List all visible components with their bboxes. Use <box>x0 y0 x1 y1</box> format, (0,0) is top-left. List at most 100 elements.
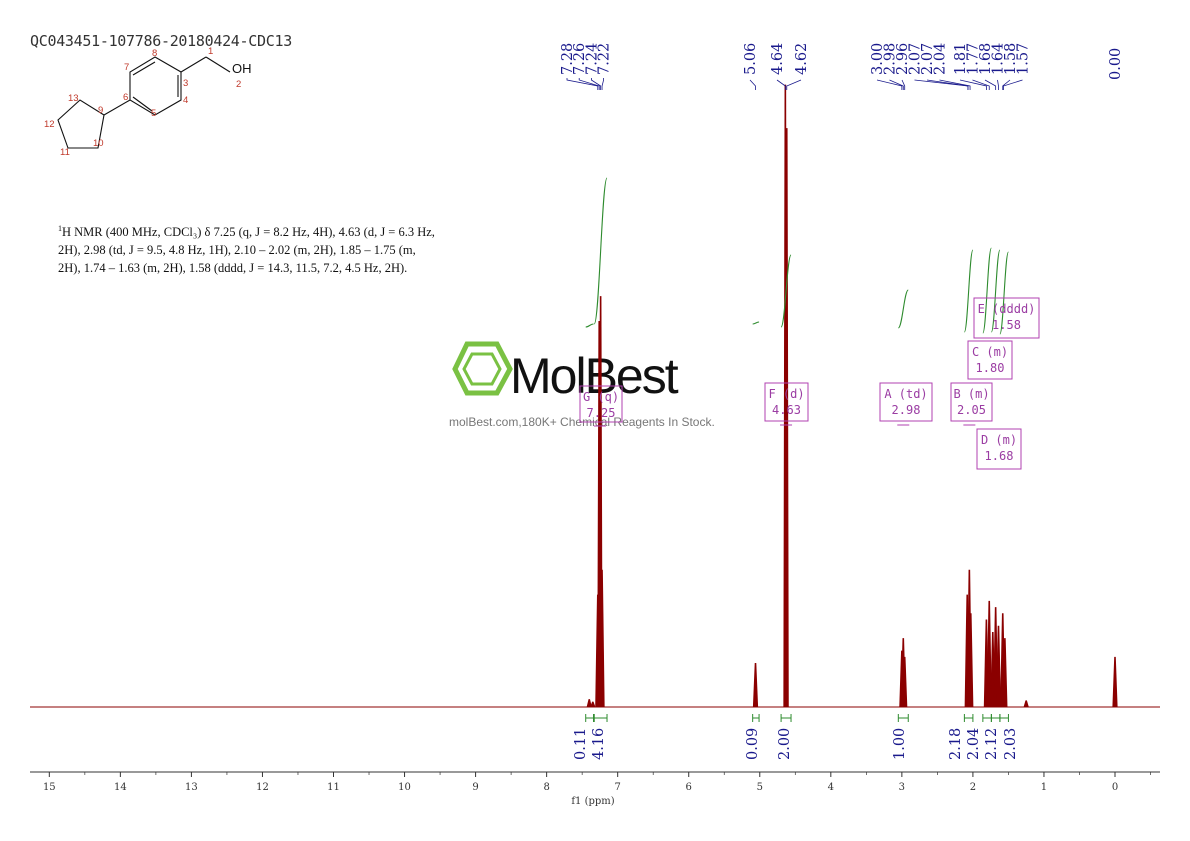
spectrum-peak-14 <box>968 613 974 708</box>
peak-label-aliphatic-leader-0 <box>876 79 903 90</box>
multiplet-box-1 <box>764 382 809 422</box>
atom-label-5: 5 <box>151 108 156 119</box>
peak-label-aliphatic-leader-2 <box>901 79 906 90</box>
peak-label-aliphatic-leader-8 <box>984 79 997 90</box>
atom-label-7: 7 <box>124 62 129 73</box>
x-tick-label-2: 2 <box>970 782 976 793</box>
x-tick-label-3: 3 <box>899 782 905 793</box>
integral-value-3: 2.00 <box>777 728 793 760</box>
integral-curve-5 <box>963 249 974 333</box>
atom-label-9: 9 <box>98 105 103 116</box>
multiplet-box-6 <box>976 428 1022 470</box>
integral-curve-0 <box>585 323 594 328</box>
atom-label-10: 10 <box>93 138 104 149</box>
peak-label-aliphatic-9: 1.64 <box>991 43 1007 75</box>
x-tick-label-4: 4 <box>828 782 834 793</box>
multiplet-shift-6: 1.68 <box>985 449 1014 463</box>
x-tick-label-6: 6 <box>686 782 692 793</box>
cyclopentane-ring <box>57 99 105 149</box>
peak-label-aliphatic-leader-10 <box>1002 79 1011 90</box>
peak-label-aliphatic-leader-4 <box>926 79 969 90</box>
integral-value-4: 1.00 <box>892 728 908 760</box>
atom-label-8: 8 <box>152 48 157 59</box>
oh-bond <box>205 56 231 73</box>
molbest-watermark: MolBest molBest.com,180K+ Chemical Reage… <box>449 341 715 429</box>
x-tick-label-7: 7 <box>614 782 620 793</box>
peak-label-aromatic-1: 7.26 <box>572 43 588 75</box>
spectrum-peak-4 <box>586 699 592 708</box>
integral-curve-4 <box>897 289 909 329</box>
multiplet-box-5 <box>967 340 1013 380</box>
multiplet-shift-1: 4.63 <box>772 403 801 417</box>
multiplet-box-3 <box>950 382 993 422</box>
integral-value-1: 4.16 <box>591 728 607 760</box>
multiplet-shift-0: 7.25 <box>587 406 616 420</box>
x-tick-label-5: 5 <box>757 782 763 793</box>
atom-labels: 1 OH 2 3 4 5 6 7 8 9 10 11 12 13 <box>44 46 252 158</box>
spectrum-peak-6 <box>752 663 759 708</box>
x-tick-label-9: 9 <box>472 782 478 793</box>
peak-label-aliphatic-1: 2.98 <box>883 43 899 75</box>
peak-label-aromatic-leader-3 <box>601 78 604 90</box>
multiplet-label-2: A (td) <box>884 387 927 401</box>
spectrum-peak-3 <box>599 569 605 708</box>
integral-curve-2 <box>752 321 760 325</box>
atom-label-6: 6 <box>123 92 128 103</box>
x-axis-label: f1 (ppm) <box>571 796 614 807</box>
x-tick-label-8: 8 <box>543 782 549 793</box>
peak-label-aromatic-leader-0 <box>566 78 599 90</box>
integral-curve-3 <box>780 254 792 328</box>
peak-label-aliphatic-leader-9 <box>997 79 999 90</box>
integral-labels: 0.11 4.16 0.09 2.00 1.00 2.18 2.04 2.12 2.03 <box>573 728 1019 760</box>
peak-label-aromatic-0: 7.28 <box>560 43 576 75</box>
watermark-brand: MolBest <box>510 348 679 404</box>
peak-label-aliphatic-leader-5 <box>939 79 971 90</box>
peak-label-aliphatic-7: 1.77 <box>966 43 982 75</box>
spectrum-peak-11 <box>902 656 908 708</box>
hydroxyl-label: OH <box>232 61 252 76</box>
multiplet-shift-2: 2.98 <box>892 403 921 417</box>
peak-label-aliphatic-11: 1.57 <box>1016 43 1032 75</box>
multiplet-label-0: G (q) <box>583 390 619 404</box>
peak-label-aliphatic-8: 1.68 <box>978 43 994 75</box>
nmr-description: 1H NMR (400 MHz, CDCl₃) δ 7.25 (q, J = 8… <box>58 220 438 277</box>
atom-label-11: 11 <box>60 147 70 158</box>
multiplet-shift-4: 1.58 <box>992 318 1021 332</box>
peak-label-aliphatic-leader-6 <box>959 79 987 90</box>
integral-curves <box>585 177 1009 722</box>
integral-value-0: 0.11 <box>573 728 589 760</box>
peak-label-mid-0: 5.06 <box>743 43 759 75</box>
ch2-bond <box>180 56 207 73</box>
peak-label-aliphatic-0: 3.00 <box>870 43 886 75</box>
peak-label-aliphatic-4: 2.07 <box>920 43 936 75</box>
x-axis: 15 14 13 12 11 10 9 8 7 6 5 4 3 2 1 0f1 (ppm) <box>43 772 1151 807</box>
atom-label-12: 12 <box>44 119 55 130</box>
integral-curve-7 <box>990 249 1001 333</box>
peak-label-aliphatic-3: 2.07 <box>908 43 924 75</box>
integral-curve-8 <box>999 251 1009 335</box>
spectrum-peak-19 <box>995 625 1002 708</box>
multiplet-label-6: D (m) <box>981 433 1017 447</box>
peak-label-aromatic-leader-2 <box>591 78 602 90</box>
peak-label-aromatic-2: 7.24 <box>584 43 600 75</box>
x-tick-label-15: 15 <box>43 782 56 793</box>
multiplet-box-4 <box>973 297 1040 339</box>
multiplet-shift-5: 1.80 <box>976 361 1005 375</box>
peak-label-tms: 0.00 <box>1108 48 1124 80</box>
integral-value-7: 2.12 <box>984 728 1000 760</box>
multiplet-label-1: F (d) <box>768 387 804 401</box>
peak-label-mid-leader-2 <box>786 79 802 90</box>
multiplet-label-3: B (m) <box>953 387 989 401</box>
integral-curve-1 <box>593 177 608 325</box>
molbest-logo-inner-icon <box>462 352 502 386</box>
benzene-ring <box>129 56 182 116</box>
nucleus-superscript: 1 <box>58 224 62 233</box>
integral-curve-6 <box>982 247 992 334</box>
sample-id-title: QC043451-107786-20180424-CDC13 <box>30 32 292 50</box>
peak-label-aromatic-leader-1 <box>578 78 600 90</box>
peak-label-aliphatic-leader-11 <box>1003 79 1023 90</box>
x-tick-label-11: 11 <box>327 782 340 793</box>
molbest-logo-hexagon-icon <box>452 341 513 396</box>
spectrum-peak-21 <box>1002 638 1008 708</box>
spectrum-peak-23 <box>1112 656 1118 708</box>
